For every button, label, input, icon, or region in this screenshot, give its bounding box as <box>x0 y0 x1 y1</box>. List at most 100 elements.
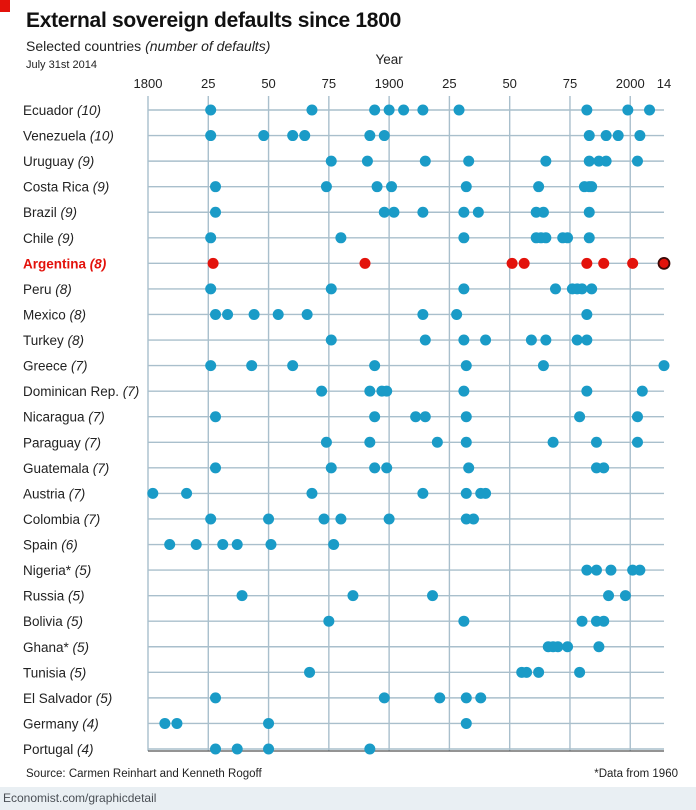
country-label: Venezuela (10) <box>23 129 114 144</box>
footnote: *Data from 1960 <box>594 768 678 780</box>
default-count: (9) <box>61 205 78 220</box>
country-label: Peru (8) <box>23 282 72 297</box>
default-dot: Turkey 1876 <box>325 334 337 346</box>
default-dot: Tunisia 1957 <box>521 666 533 678</box>
country-label: Portugal (4) <box>23 742 94 757</box>
default-dot: Mexico 1854 <box>272 308 284 320</box>
country-name: Germany <box>23 716 82 731</box>
country-name: Uruguay <box>23 154 78 169</box>
country-label: Mexico (8) <box>23 307 86 322</box>
country-row: Uruguay (9) Uruguay 1876 Uruguay 1891 Urugu… <box>23 154 664 169</box>
default-dot-highlight: Argentina 1989 <box>598 257 610 269</box>
default-dot: Costa Rica 1984 <box>586 181 598 193</box>
country-row: Peru (8) Peru 1826 Peru 1876 Peru 1931 Peru … <box>23 282 664 297</box>
country-name: Costa Rica <box>23 180 93 195</box>
default-dot: Peru 1984 <box>586 283 598 295</box>
default-dot: Colombia 1826 <box>205 513 217 525</box>
country-name: Portugal <box>23 742 77 757</box>
default-dot: Ecuador 1982 <box>581 104 593 116</box>
default-dot: Mexico 1982 <box>581 308 593 320</box>
default-dot: Spain 1809 <box>164 539 176 551</box>
default-dot: Mexico 1844 <box>248 308 260 320</box>
country-row: Germany (4) Germany 1807Germany 1812 Germa… <box>23 716 664 731</box>
default-count: (5) <box>68 589 85 604</box>
country-name: Chile <box>23 231 58 246</box>
default-dot: Turkey 1940 <box>480 334 492 346</box>
default-dot: Nicaragua 1828 <box>210 411 222 423</box>
default-count: (5) <box>73 640 90 655</box>
default-dot: Paraguay 1920 <box>431 436 443 448</box>
default-dot: Venezuela 2004 <box>634 130 646 142</box>
country-label: Chile (9) <box>23 231 74 246</box>
default-dot: Russia 1998 <box>619 590 631 602</box>
default-count: (5) <box>96 691 113 706</box>
country-row: Austria (7) Austria 1802 Austria 1816 Austr… <box>23 486 664 501</box>
default-count: (7) <box>69 486 86 501</box>
country-row: Chile (9) Chile 1826 Chile 1880 Chile 1931 C… <box>23 231 664 246</box>
default-dot: Brazil 1931 <box>458 206 470 218</box>
default-dot: Chile 1974 <box>562 232 574 244</box>
default-dot: Uruguay 1933 <box>463 155 475 167</box>
country-row: Portugal (4) Portugal 1828 Portugal 1837 Po… <box>23 742 664 757</box>
default-dot: Costa Rica 1828 <box>210 181 222 193</box>
default-dot: Russia 1839 <box>236 590 248 602</box>
country-name: Dominican Rep. <box>23 384 123 399</box>
default-count: (7) <box>123 384 140 399</box>
default-dot: Tunisia 1979 <box>574 666 586 678</box>
country-name: Tunisia <box>23 665 70 680</box>
default-dot: Costa Rica 1932 <box>460 181 472 193</box>
default-dot: Bolivia 1931 <box>458 615 470 627</box>
country-row: Greece (7) Greece 1826 Greece 1843 Greece 1… <box>23 359 670 374</box>
country-label: Tunisia (5) <box>23 665 86 680</box>
default-dot: Greece 1894 <box>369 360 381 372</box>
default-dot: Ghana* 1970 <box>552 641 564 653</box>
default-dot: Turkey 1931 <box>458 334 470 346</box>
default-count: (5) <box>70 665 87 680</box>
default-dot: Tunisia 1867 <box>304 666 316 678</box>
default-dot: Uruguay 1965 <box>540 155 552 167</box>
default-dot: Paraguay 1968 <box>547 436 559 448</box>
country-row: Colombia (7) Colombia 1826 Colombia 1850 Co… <box>23 512 664 527</box>
default-dot-highlight: Argentina 2001 <box>627 257 639 269</box>
x-tick-label-1950: 50 <box>502 76 516 91</box>
default-dot: Peru 1980 <box>576 283 588 295</box>
default-dot: Uruguay 1990 <box>600 155 612 167</box>
default-dot: Greece 1843 <box>246 360 258 372</box>
source-note: Source: Carmen Reinhart and Kenneth Rogo… <box>26 768 262 780</box>
default-dot: Guatemala 1894 <box>369 462 381 474</box>
default-dot: Dominican Rep. 1892 <box>364 385 376 397</box>
country-row: Russia (5) Russia 1839 Russia 1885 Russia 1… <box>23 589 664 604</box>
default-dot: Austria 1816 <box>181 487 193 499</box>
default-dot: Costa Rica 1874 <box>320 181 332 193</box>
country-row: Costa Rica (9) Costa Rica 1828 Costa Rica … <box>23 180 664 195</box>
default-dot: Nicaragua 2003 <box>631 411 643 423</box>
default-dot: Guatemala 1989 <box>598 462 610 474</box>
default-dot: Turkey 1915 <box>419 334 431 346</box>
default-dot: Nigeria* 1992 <box>605 564 617 576</box>
default-dot: Ghana* 1987 <box>593 641 605 653</box>
default-dot: Venezuela 1983 <box>583 130 595 142</box>
default-dot: Venezuela 1995 <box>612 130 624 142</box>
country-row: Bolivia (5) Bolivia 1875 Bolivia 1931 Boliv… <box>23 614 664 629</box>
default-dot: Spain 1851 <box>265 539 277 551</box>
default-dot: El Salvador 1932 <box>460 692 472 704</box>
default-dot: Greece 1860 <box>287 360 299 372</box>
country-name: Bolivia <box>23 614 67 629</box>
country-label: Colombia (7) <box>23 512 100 527</box>
default-dot: Brazil 1828 <box>210 206 222 218</box>
x-tick-label-1800: 1800 <box>134 76 163 91</box>
default-dot: Ecuador 1914 <box>417 104 429 116</box>
default-dot: El Salvador 1898 <box>378 692 390 704</box>
default-dot: Costa Rica 1962 <box>533 181 545 193</box>
country-label: Paraguay (7) <box>23 435 101 450</box>
default-dot: Nicaragua 1932 <box>460 411 472 423</box>
footer-bar <box>0 787 696 810</box>
default-dot: Nigeria* 1982 <box>581 564 593 576</box>
default-dot: Venezuela 1892 <box>364 130 376 142</box>
default-count: (7) <box>88 410 105 425</box>
default-count: (9) <box>58 231 75 246</box>
default-dot: Nicaragua 1894 <box>369 411 381 423</box>
country-label: Ghana* (5) <box>23 640 89 655</box>
chart-title: External sovereign defaults since 1800 <box>26 9 401 32</box>
default-count: (8) <box>68 333 85 348</box>
